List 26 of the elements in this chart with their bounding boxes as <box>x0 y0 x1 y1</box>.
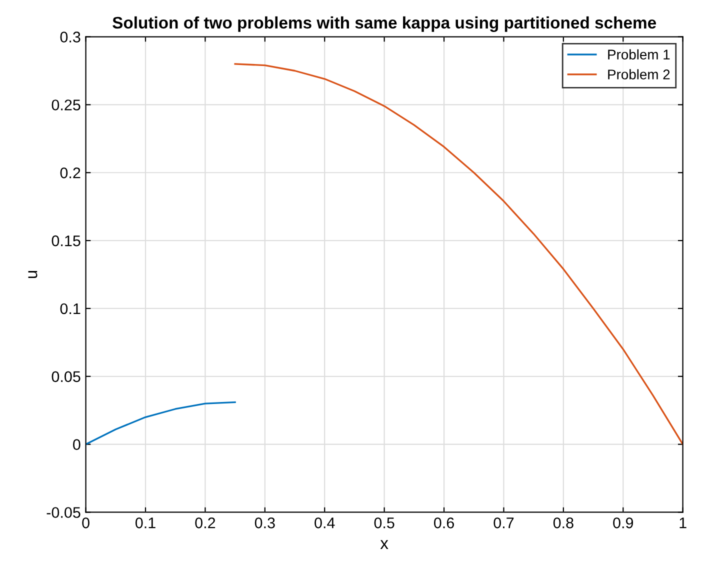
line-series <box>234 63 683 446</box>
x-tick-label: 0.1 <box>135 517 156 528</box>
y-tick-label: 0.3 <box>60 32 80 42</box>
y-tick-label: 0.15 <box>52 235 80 246</box>
x-tick-label: 0.5 <box>374 517 394 528</box>
x-tick-label: 0.4 <box>314 517 335 528</box>
chart-title: Solution of two problems with same kappa using partitioned scheme <box>112 16 656 32</box>
x-tick-label: 0 <box>82 517 90 528</box>
x-tick-label: 0.2 <box>195 517 216 528</box>
legend-label: Problem 1 <box>608 49 670 60</box>
y-tick-label: 0.1 <box>60 303 80 314</box>
x-tick-label: 0.9 <box>613 517 634 528</box>
x-tick-label: 0.7 <box>494 517 514 528</box>
x-tick-label: 1 <box>680 518 686 528</box>
y-tick-label: 0 <box>73 439 80 450</box>
line-series <box>86 401 236 446</box>
y-tick-label: 0.25 <box>52 100 80 110</box>
y-tick-label: -0.05 <box>46 507 80 518</box>
legend-label: Problem 2 <box>608 69 670 80</box>
y-axis-title: u <box>28 270 38 278</box>
x-tick-label: 0.6 <box>434 517 454 528</box>
y-tick-label: 0.2 <box>60 168 80 178</box>
x-axis-title: x <box>380 540 388 549</box>
y-tick-label: 0.05 <box>52 371 80 382</box>
x-tick-label: 0.8 <box>553 517 574 528</box>
x-tick-label: 0.3 <box>254 517 275 528</box>
